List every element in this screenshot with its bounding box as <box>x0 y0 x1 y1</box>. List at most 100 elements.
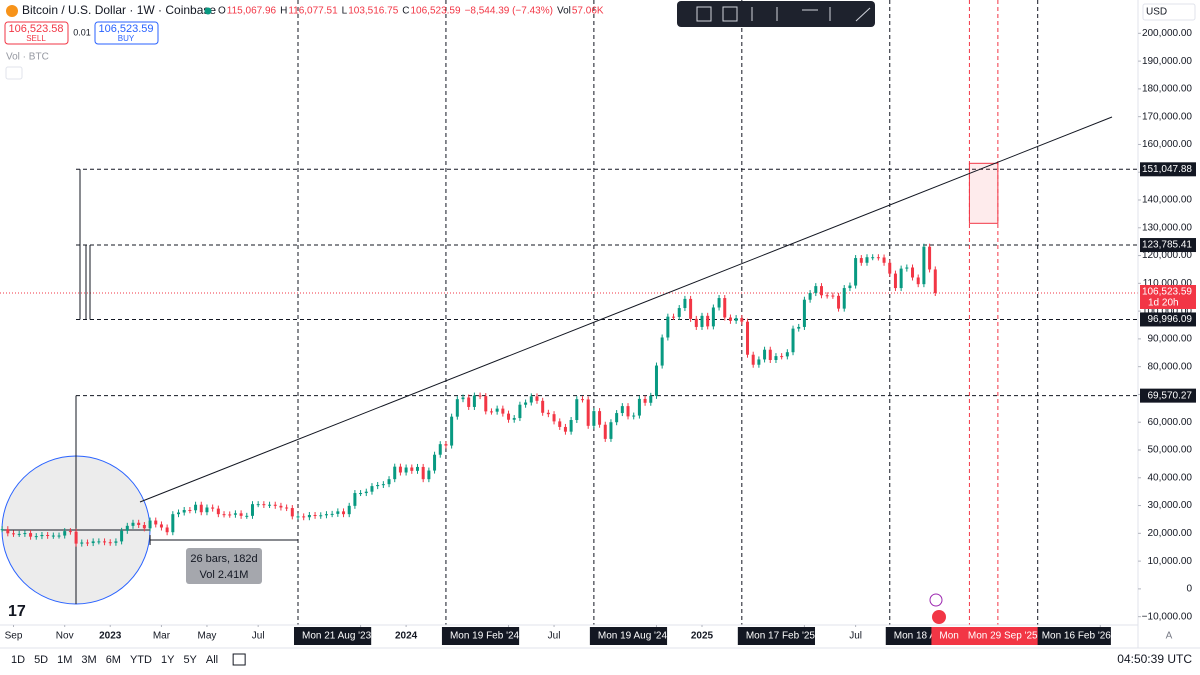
logo: 17 <box>8 603 26 620</box>
date-marker-box <box>1033 627 1111 645</box>
tool-icon[interactable] <box>855 7 871 22</box>
y-tick-label: 40,000.00 <box>1148 472 1193 483</box>
candle <box>296 516 300 518</box>
candle <box>427 470 431 480</box>
candle <box>598 411 602 425</box>
candle <box>34 536 38 538</box>
candle <box>148 520 152 529</box>
candle <box>797 326 801 329</box>
y-tick-label: 60,000.00 <box>1148 417 1193 428</box>
candle <box>922 246 926 285</box>
candle <box>689 298 693 319</box>
candle <box>290 508 294 517</box>
candle <box>558 421 562 427</box>
candle <box>876 257 880 259</box>
range-button[interactable]: 1D <box>11 654 25 666</box>
candle <box>751 354 755 365</box>
candle <box>677 308 681 317</box>
sell-button[interactable] <box>4 21 69 45</box>
candle <box>768 349 772 360</box>
buy-label: BUY <box>118 34 135 43</box>
y-tick-label: −10,000.00 <box>1142 611 1193 622</box>
candle <box>905 267 909 269</box>
sell-price: 106,523.58 <box>8 23 63 35</box>
volume-indicator[interactable]: Vol · BTC <box>6 52 49 63</box>
currency-box[interactable] <box>1142 3 1196 21</box>
y-tick-label: 190,000.00 <box>1142 56 1192 67</box>
candle <box>40 535 44 537</box>
range-button[interactable]: 1M <box>57 654 72 666</box>
collapse-button[interactable] <box>5 66 23 80</box>
spread: 0.01 <box>73 27 91 37</box>
candle <box>524 402 528 405</box>
candle <box>63 531 67 536</box>
candle <box>734 318 738 321</box>
candle <box>569 420 573 432</box>
buy-price: 106,523.59 <box>98 23 153 35</box>
candle <box>319 515 323 517</box>
candle <box>57 535 61 537</box>
candle <box>364 491 368 494</box>
range-button[interactable]: 3M <box>81 654 96 666</box>
date-marker-box <box>737 627 816 645</box>
auto-scale[interactable]: A <box>1166 631 1173 642</box>
tool-icon[interactable] <box>722 6 738 22</box>
candle <box>91 541 95 544</box>
candle <box>643 398 647 403</box>
candle <box>165 527 169 533</box>
range-button[interactable]: YTD <box>130 654 152 666</box>
candle <box>461 397 465 400</box>
range-button[interactable]: All <box>206 654 218 666</box>
tool-icon[interactable] <box>696 6 712 22</box>
candle <box>245 515 249 517</box>
date-marker-label: Mon 21 Aug '23 <box>302 631 372 642</box>
price-label: 69,570.27 <box>1148 390 1193 401</box>
candle <box>814 286 818 294</box>
candle <box>546 412 550 415</box>
price-label-box <box>1140 312 1196 327</box>
range-button[interactable]: 1Y <box>161 654 175 666</box>
candle <box>615 413 619 423</box>
y-tick-label: 120,000.00 <box>1142 250 1192 261</box>
candle <box>177 512 181 515</box>
x-tick-label: 2024 <box>395 631 418 642</box>
candle <box>324 514 328 516</box>
candle <box>438 444 442 455</box>
candle <box>12 533 15 535</box>
y-tick-label: 130,000.00 <box>1142 222 1192 233</box>
x-tick-label: Nov <box>56 631 74 642</box>
sell-label: SELL <box>26 34 46 43</box>
candle <box>85 542 89 544</box>
candle <box>495 408 499 412</box>
candle <box>694 318 698 327</box>
candle <box>268 504 272 506</box>
last-price-box <box>1140 284 1196 309</box>
price-label: 123,785.41 <box>1142 240 1192 251</box>
ohlc: O 115,067.96 H 116,077.51 L 103,516.75 C 106,52… <box>218 6 604 17</box>
candle <box>802 299 806 327</box>
candle <box>763 349 767 360</box>
candle <box>205 507 209 513</box>
candle <box>302 516 306 518</box>
range-button[interactable]: 5D <box>34 654 48 666</box>
candle <box>683 298 687 309</box>
currency: USD <box>1146 7 1167 18</box>
candle <box>199 504 203 513</box>
ohlc-label: C <box>402 6 409 17</box>
y-tick-label: 30,000.00 <box>1148 500 1193 511</box>
candle <box>740 318 744 322</box>
symbol-title[interactable]: Bitcoin / U.S. Dollar · 1W · Coinbase <box>22 3 216 17</box>
candle <box>347 505 351 515</box>
buy-button[interactable] <box>94 21 159 45</box>
candle <box>387 479 391 485</box>
candle <box>6 529 10 534</box>
ohlc-value: 103,516.75 <box>348 6 398 17</box>
candle <box>376 485 380 487</box>
candle <box>336 511 340 514</box>
candle <box>535 396 539 401</box>
candle <box>609 422 613 439</box>
ohlc-value: 115,067.96 <box>227 6 277 17</box>
range-button[interactable]: 6M <box>106 654 121 666</box>
calendar-icon[interactable] <box>232 653 246 666</box>
range-button[interactable]: 5Y <box>183 654 197 666</box>
